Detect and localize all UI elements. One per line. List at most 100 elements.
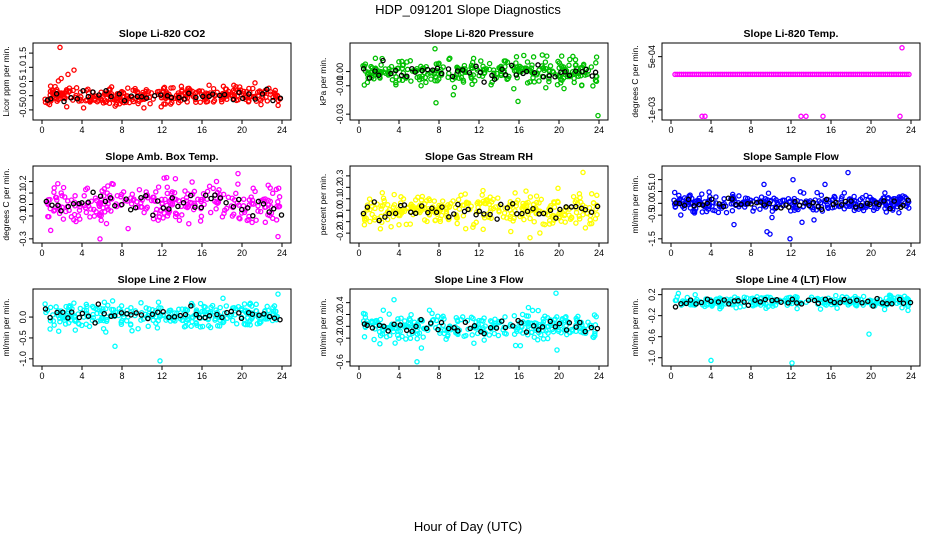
data-point <box>536 78 542 84</box>
outlier-point <box>391 296 397 303</box>
data-point <box>518 65 525 71</box>
x-tick-label: 4 <box>79 371 84 381</box>
x-tick-label: 20 <box>554 125 564 135</box>
data-point <box>57 90 63 96</box>
data-point-alt <box>177 312 184 319</box>
data-point-alt <box>427 320 434 326</box>
data-point <box>508 228 514 235</box>
data-point <box>70 87 76 94</box>
data-point <box>239 306 245 312</box>
data-point <box>91 96 98 102</box>
data-point-alt <box>887 205 893 212</box>
data-point-alt <box>132 204 139 211</box>
data-point <box>170 85 176 91</box>
data-point <box>810 206 816 213</box>
data-point-alt <box>409 65 415 72</box>
data-point <box>98 316 105 322</box>
data-point <box>832 194 838 201</box>
data-point <box>418 345 425 351</box>
data-point-alt <box>90 189 96 196</box>
data-point <box>160 312 166 318</box>
data-point-alt <box>744 201 751 207</box>
x-tick-label: 20 <box>866 125 876 135</box>
data-point-alt <box>465 206 471 213</box>
x-tick-label: 12 <box>157 248 167 258</box>
data-point <box>699 209 706 215</box>
data-point <box>721 196 727 202</box>
data-point-alt <box>255 198 262 205</box>
data-point <box>108 84 115 90</box>
series-points <box>42 44 284 111</box>
data-point <box>116 101 123 107</box>
data-point <box>486 332 493 338</box>
data-point-alt <box>847 298 853 304</box>
data-point <box>177 315 183 322</box>
data-point <box>92 195 99 201</box>
data-point <box>118 191 125 198</box>
data-point <box>391 191 397 198</box>
data-point-alt <box>473 63 479 70</box>
data-point <box>585 325 592 332</box>
data-point <box>470 72 477 78</box>
data-point-alt <box>796 202 803 209</box>
data-point-alt <box>715 299 722 305</box>
data-point <box>197 300 204 307</box>
data-point <box>136 186 143 193</box>
data-point <box>733 305 739 311</box>
data-point-alt <box>891 198 897 204</box>
y-tick-label: -0.5 <box>18 330 28 346</box>
data-point <box>576 191 583 197</box>
data-point-alt <box>785 300 791 306</box>
panel-2: Slope Li-820 Pressure kPa per min. 0 4 8 12 16… <box>318 28 609 135</box>
data-point <box>521 52 527 59</box>
data-point <box>409 68 416 74</box>
data-point <box>461 62 468 69</box>
data-point-alt <box>589 73 595 79</box>
data-point-alt <box>202 314 208 321</box>
series-points <box>360 46 601 119</box>
data-point-alt <box>557 206 563 213</box>
data-point-alt <box>49 202 55 208</box>
data-point <box>533 193 540 199</box>
outlier-point <box>414 359 420 365</box>
data-point <box>418 82 424 89</box>
data-point-alt <box>361 321 368 327</box>
data-point-alt <box>708 298 714 304</box>
data-point <box>76 207 83 214</box>
data-point <box>59 192 65 199</box>
data-point <box>540 336 547 342</box>
data-point <box>554 198 561 205</box>
data-point <box>839 194 845 200</box>
data-point <box>547 204 553 210</box>
data-point <box>808 294 815 300</box>
data-point-alt <box>425 209 431 216</box>
data-point-alt <box>424 66 431 73</box>
panel-title: Slope Line 3 Flow <box>435 274 525 286</box>
data-point <box>539 52 546 58</box>
data-point <box>179 212 185 218</box>
data-point <box>396 59 402 65</box>
x-tick-label: 24 <box>906 371 916 381</box>
data-point-alt <box>79 200 85 206</box>
data-point-alt <box>68 95 74 101</box>
data-point <box>586 204 593 211</box>
data-point <box>155 299 162 305</box>
data-point <box>148 90 155 96</box>
data-point-alt <box>43 198 50 205</box>
data-point <box>593 73 600 80</box>
data-point-alt <box>160 308 166 315</box>
data-point-alt <box>364 322 370 329</box>
data-point-alt <box>905 197 911 203</box>
data-point <box>257 208 264 215</box>
data-point-alt <box>236 89 242 96</box>
data-point <box>55 312 62 319</box>
x-tick-label: 20 <box>554 371 564 381</box>
data-point <box>531 79 538 85</box>
data-point <box>863 192 869 199</box>
data-point-alt <box>471 323 478 329</box>
data-point <box>585 319 591 325</box>
data-point <box>593 78 600 85</box>
data-point <box>52 83 58 90</box>
data-point-alt <box>467 325 473 332</box>
data-point <box>443 336 449 342</box>
